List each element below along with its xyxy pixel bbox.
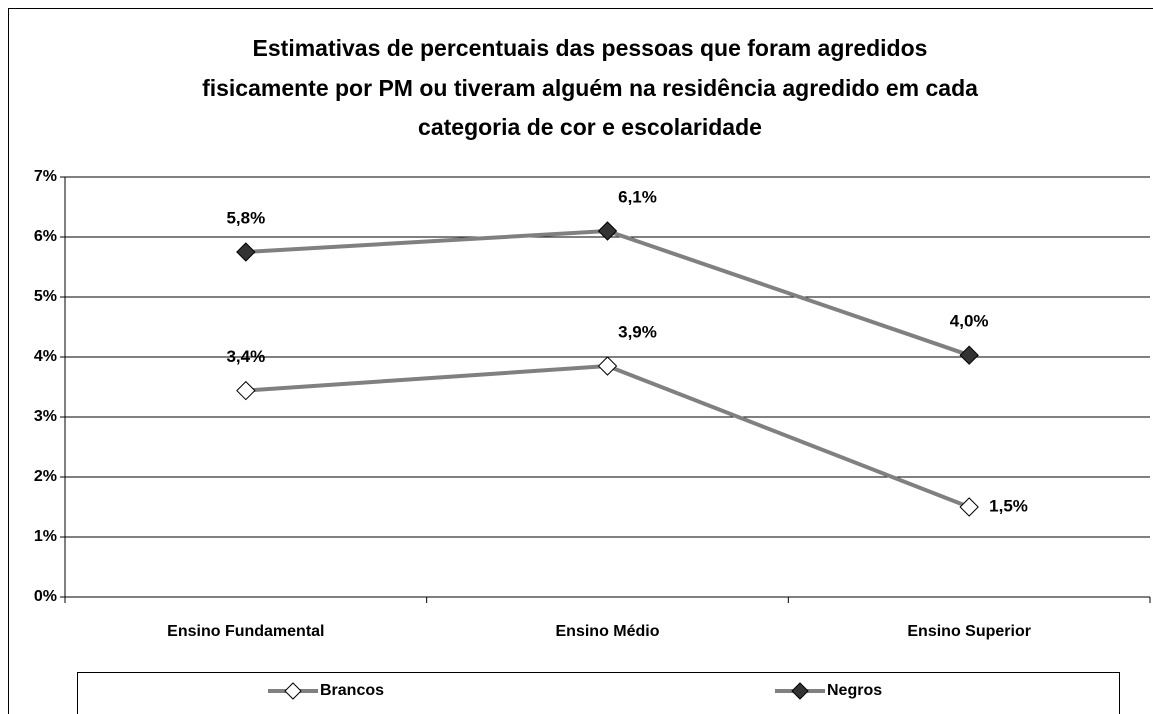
chart-title: fisicamente por PM ou tiveram alguém na …	[202, 75, 978, 101]
y-tick-label: 7%	[34, 168, 57, 185]
marker	[236, 242, 256, 262]
legend-label: Negros	[827, 682, 882, 699]
chart-title: Estimativas de percentuais das pessoas q…	[253, 35, 928, 61]
x-tick-label: Ensino Superior	[907, 623, 1031, 640]
data-label: 1,5%	[989, 496, 1028, 515]
legend-marker	[791, 682, 809, 700]
chart-title: categoria de cor e escolaridade	[418, 114, 762, 140]
marker	[597, 221, 618, 241]
marker	[959, 345, 979, 365]
marker	[236, 380, 256, 401]
data-label: 3,9%	[618, 322, 657, 341]
legend-label: Brancos	[320, 682, 384, 699]
series-line	[245, 363, 970, 509]
x-tick-label: Ensino Médio	[556, 623, 660, 640]
data-label: 3,4%	[226, 347, 265, 366]
data-label: 4,0%	[950, 312, 989, 331]
y-tick-label: 2%	[34, 468, 57, 485]
y-tick-label: 6%	[34, 228, 57, 245]
y-tick-label: 0%	[34, 588, 57, 605]
x-tick-label: Ensino Fundamental	[167, 623, 324, 640]
series-line	[245, 228, 970, 358]
legend-marker	[284, 682, 302, 700]
marker	[597, 356, 618, 376]
y-tick-label: 3%	[34, 408, 57, 425]
data-label: 6,1%	[618, 187, 657, 206]
data-label: 5,8%	[226, 208, 265, 227]
marker	[959, 497, 979, 517]
y-tick-label: 4%	[34, 348, 57, 365]
y-tick-label: 5%	[34, 288, 57, 305]
y-tick-label: 1%	[34, 528, 57, 545]
chart-frame	[8, 8, 1153, 714]
legend-box	[77, 672, 1120, 714]
